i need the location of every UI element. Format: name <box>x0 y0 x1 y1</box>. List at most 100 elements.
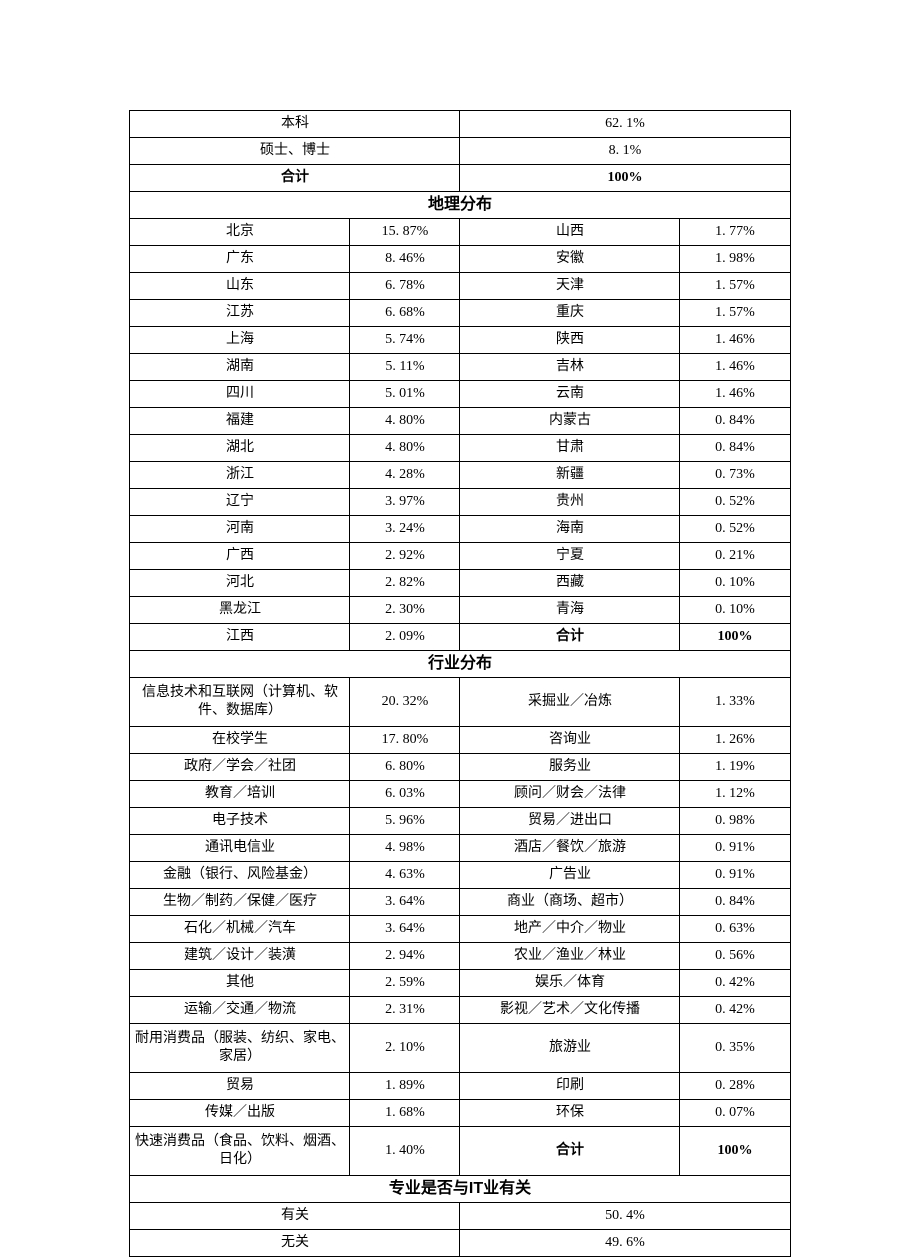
industry-name: 电子技术 <box>130 808 350 835</box>
industry-value: 3. 64% <box>350 916 460 943</box>
industry-value: 4. 98% <box>350 835 460 862</box>
industry-value: 1. 33% <box>680 678 790 727</box>
table-row: 金融（银行、风险基金）4. 63%广告业0. 91% <box>130 862 790 889</box>
industry-value: 6. 80% <box>350 754 460 781</box>
table-row: 江苏6. 68%重庆1. 57% <box>130 300 790 327</box>
table-row: 无关 49. 6% <box>130 1230 790 1257</box>
industry-name: 环保 <box>460 1100 680 1127</box>
industry-value: 0. 56% <box>680 943 790 970</box>
geo-value: 6. 78% <box>350 273 460 300</box>
industry-name: 贸易／进出口 <box>460 808 680 835</box>
industry-name: 影视／艺术／文化传播 <box>460 997 680 1024</box>
industry-value: 0. 98% <box>680 808 790 835</box>
geo-name: 新疆 <box>460 462 680 489</box>
industry-value: 2. 59% <box>350 970 460 997</box>
table-row: 辽宁3. 97%贵州0. 52% <box>130 489 790 516</box>
geo-value: 8. 46% <box>350 246 460 273</box>
industry-name: 信息技术和互联网（计算机、软件、数据库） <box>130 678 350 727</box>
industry-name: 石化／机械／汽车 <box>130 916 350 943</box>
geo-value: 0. 52% <box>680 489 790 516</box>
geo-name: 辽宁 <box>130 489 350 516</box>
geo-value: 5. 11% <box>350 354 460 381</box>
geo-value: 0. 21% <box>680 543 790 570</box>
geo-name: 湖南 <box>130 354 350 381</box>
table-row: 湖南5. 11%吉林1. 46% <box>130 354 790 381</box>
geo-value: 1. 46% <box>680 327 790 354</box>
geo-value: 2. 09% <box>350 624 460 651</box>
geo-value: 1. 57% <box>680 273 790 300</box>
it-value: 50. 4% <box>460 1203 790 1230</box>
industry-name: 咨询业 <box>460 727 680 754</box>
geo-value: 1. 77% <box>680 219 790 246</box>
geo-name: 山东 <box>130 273 350 300</box>
geo-value: 0. 10% <box>680 597 790 624</box>
section-header-row: 地理分布 <box>130 192 790 219</box>
geo-name: 广西 <box>130 543 350 570</box>
geo-name: 四川 <box>130 381 350 408</box>
geo-name: 重庆 <box>460 300 680 327</box>
industry-name: 商业（商场、超市） <box>460 889 680 916</box>
geo-value: 1. 57% <box>680 300 790 327</box>
industry-value: 0. 42% <box>680 997 790 1024</box>
industry-value: 0. 35% <box>680 1024 790 1073</box>
table-row: 快速消费品（食品、饮料、烟酒、日化） 1. 40% 合计 100% <box>130 1127 790 1176</box>
table-row: 石化／机械／汽车3. 64%地产／中介／物业0. 63% <box>130 916 790 943</box>
geo-name: 西藏 <box>460 570 680 597</box>
geo-total-value: 100% <box>680 624 790 651</box>
geo-value: 3. 97% <box>350 489 460 516</box>
industry-name: 生物／制药／保健／医疗 <box>130 889 350 916</box>
industry-value: 0. 63% <box>680 916 790 943</box>
geo-value: 5. 74% <box>350 327 460 354</box>
geo-name: 内蒙古 <box>460 408 680 435</box>
industry-value: 17. 80% <box>350 727 460 754</box>
geo-value: 5. 01% <box>350 381 460 408</box>
table-row: 广西2. 92%宁夏0. 21% <box>130 543 790 570</box>
geo-name: 山西 <box>460 219 680 246</box>
geo-header: 地理分布 <box>130 192 790 219</box>
section-header-row: 行业分布 <box>130 651 790 678</box>
geo-name: 安徽 <box>460 246 680 273</box>
industry-value: 0. 42% <box>680 970 790 997</box>
geo-value: 0. 10% <box>680 570 790 597</box>
industry-header: 行业分布 <box>130 651 790 678</box>
table-row: 其他2. 59%娱乐／体育0. 42% <box>130 970 790 997</box>
geo-name: 吉林 <box>460 354 680 381</box>
industry-name: 教育／培训 <box>130 781 350 808</box>
industry-total-label: 合计 <box>460 1127 680 1176</box>
geo-name: 江西 <box>130 624 350 651</box>
geo-name: 黑龙江 <box>130 597 350 624</box>
edu-value: 62. 1% <box>460 111 790 138</box>
table-row: 湖北4. 80%甘肃0. 84% <box>130 435 790 462</box>
industry-value: 1. 12% <box>680 781 790 808</box>
geo-value: 0. 52% <box>680 516 790 543</box>
geo-value: 2. 82% <box>350 570 460 597</box>
geo-total-label: 合计 <box>460 624 680 651</box>
table-row: 四川5. 01%云南1. 46% <box>130 381 790 408</box>
geo-name: 甘肃 <box>460 435 680 462</box>
industry-name: 地产／中介／物业 <box>460 916 680 943</box>
geo-name: 云南 <box>460 381 680 408</box>
table-row: 传媒／出版1. 68%环保0. 07% <box>130 1100 790 1127</box>
geo-name: 广东 <box>130 246 350 273</box>
geo-value: 2. 30% <box>350 597 460 624</box>
industry-name: 其他 <box>130 970 350 997</box>
geo-name: 湖北 <box>130 435 350 462</box>
industry-name: 娱乐／体育 <box>460 970 680 997</box>
table-row: 信息技术和互联网（计算机、软件、数据库）20. 32%采掘业／冶炼1. 33% <box>130 678 790 727</box>
it-label: 有关 <box>130 1203 460 1230</box>
industry-value: 0. 91% <box>680 835 790 862</box>
geo-value: 4. 80% <box>350 435 460 462</box>
geo-value: 0. 73% <box>680 462 790 489</box>
industry-name: 快速消费品（食品、饮料、烟酒、日化） <box>130 1127 350 1176</box>
geo-name: 青海 <box>460 597 680 624</box>
industry-name: 通讯电信业 <box>130 835 350 862</box>
geo-name: 江苏 <box>130 300 350 327</box>
table-row: 河北2. 82%西藏0. 10% <box>130 570 790 597</box>
industry-name: 印刷 <box>460 1073 680 1100</box>
table-row: 福建4. 80%内蒙古0. 84% <box>130 408 790 435</box>
industry-value: 1. 26% <box>680 727 790 754</box>
geo-value: 3. 24% <box>350 516 460 543</box>
section-header-row: 专业是否与IT业有关 <box>130 1176 790 1203</box>
industry-name: 采掘业／冶炼 <box>460 678 680 727</box>
geo-name: 贵州 <box>460 489 680 516</box>
